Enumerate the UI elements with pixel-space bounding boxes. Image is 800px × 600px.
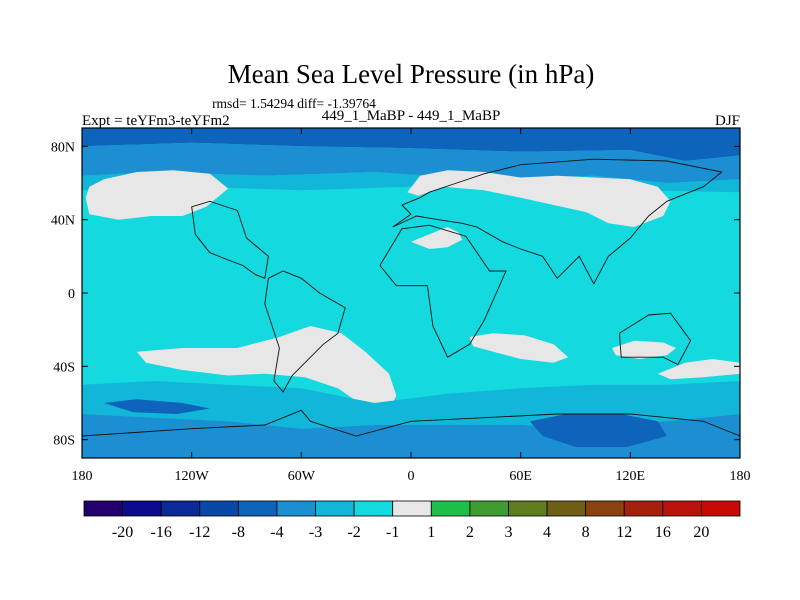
y-axis: 80N 40N 0 40S 80S — [51, 140, 740, 449]
colorbar-label: 2 — [466, 524, 474, 541]
colorbar-box — [546, 500, 587, 517]
coastline-0 — [191, 200, 269, 279]
colorbar-label: -2 — [347, 524, 360, 541]
coastline-5 — [82, 409, 740, 437]
colorbar-label: 8 — [582, 524, 590, 541]
season-label: DJF — [715, 113, 740, 129]
x-axis: 180 120W 60W 0 60E 120E 180 — [72, 128, 751, 484]
x-tick-label: 180 — [730, 469, 751, 484]
map-panel: 180 120W 60W 0 60E 120E 180 80N 40N 0 40S 80S — [51, 127, 751, 484]
experiment-label: Expt = teYFm3-teYFm2 — [82, 113, 230, 129]
coastline-2 — [379, 224, 507, 358]
colorbar-box — [623, 500, 664, 517]
coastline-3 — [392, 158, 723, 285]
colorbar-label: -3 — [309, 524, 322, 541]
colorbar-label: -12 — [189, 524, 210, 541]
colorbar: -20 -16 -12 -8 -4 -3 -2 -1 1 2 3 4 8 12 16 20 — [83, 500, 741, 541]
contour-fill-layer — [82, 128, 740, 458]
colorbar-box — [508, 500, 548, 517]
colorbar-label: -16 — [151, 524, 172, 541]
coastline-layer — [82, 158, 740, 437]
x-tick-label: 120E — [616, 469, 646, 484]
coastline-1 — [264, 270, 346, 393]
colorbar-box — [83, 500, 123, 517]
y-tick-label: 40N — [51, 214, 75, 229]
colorbar-box — [122, 500, 162, 517]
x-tick-label: 60E — [509, 469, 532, 484]
contour-region-south-america-atlantic-near-zero — [136, 326, 397, 411]
colorbar-box — [353, 500, 394, 517]
y-tick-label: 80N — [51, 140, 75, 155]
colorbar-box — [430, 500, 471, 517]
colorbar-label: 20 — [693, 524, 709, 541]
colorbar-label: -4 — [270, 524, 283, 541]
colorbar-label: -20 — [112, 524, 133, 541]
subtitle-label: 449_1_MaBP - 449_1_MaBP — [322, 108, 501, 124]
colorbar-label: -8 — [232, 524, 245, 541]
contour-region-arctic-strong-negative — [82, 128, 740, 161]
colorbar-box — [160, 500, 201, 517]
colorbar-box — [276, 500, 316, 517]
x-tick-label: 0 — [408, 469, 415, 484]
contour-region-eurasia-near-zero — [407, 170, 671, 227]
stats-label: rmsd= 1.54294 diff= -1.39764 — [212, 96, 376, 111]
y-tick-label: 80S — [53, 434, 75, 449]
contour-region-indian-ocean-near-zero — [469, 333, 569, 363]
contour-region-south-pacific-near-zero — [657, 359, 740, 380]
colorbar-box — [237, 500, 278, 517]
contour-region-antarctic-strong-negative-west — [103, 399, 210, 414]
contour-region-antarctic-strong-negative-east — [529, 414, 667, 447]
colorbar-box — [585, 500, 625, 517]
colorbar-box — [392, 500, 432, 517]
colorbar-label: 4 — [543, 524, 551, 541]
colorbar-box — [469, 500, 509, 517]
colorbar-label: 12 — [616, 524, 632, 541]
colorbar-label: 1 — [427, 524, 435, 541]
contour-region-mediterranean-near-zero — [411, 227, 463, 249]
coastline-4 — [618, 312, 692, 366]
contour-region-antarctic-weak-negative-patch — [374, 408, 485, 425]
contour-region-australia-near-zero — [612, 340, 676, 359]
colorbar-label: -1 — [386, 524, 399, 541]
contour-region-north-pacific-near-zero — [85, 170, 229, 220]
y-tick-label: 40S — [53, 360, 75, 375]
colorbar-box — [315, 500, 355, 517]
chart-title: Mean Sea Level Pressure (in hPa) — [228, 59, 595, 89]
x-tick-label: 60W — [288, 469, 316, 484]
colorbar-box — [701, 500, 741, 517]
colorbar-box — [199, 500, 239, 517]
colorbar-box — [662, 500, 702, 517]
x-tick-label: 120W — [175, 469, 210, 484]
y-tick-label: 0 — [68, 287, 75, 302]
colorbar-label: 16 — [655, 524, 671, 541]
x-tick-label: 180 — [72, 469, 93, 484]
colorbar-label: 3 — [504, 524, 512, 541]
contour-region-arctic-moderate-negative — [82, 142, 740, 183]
